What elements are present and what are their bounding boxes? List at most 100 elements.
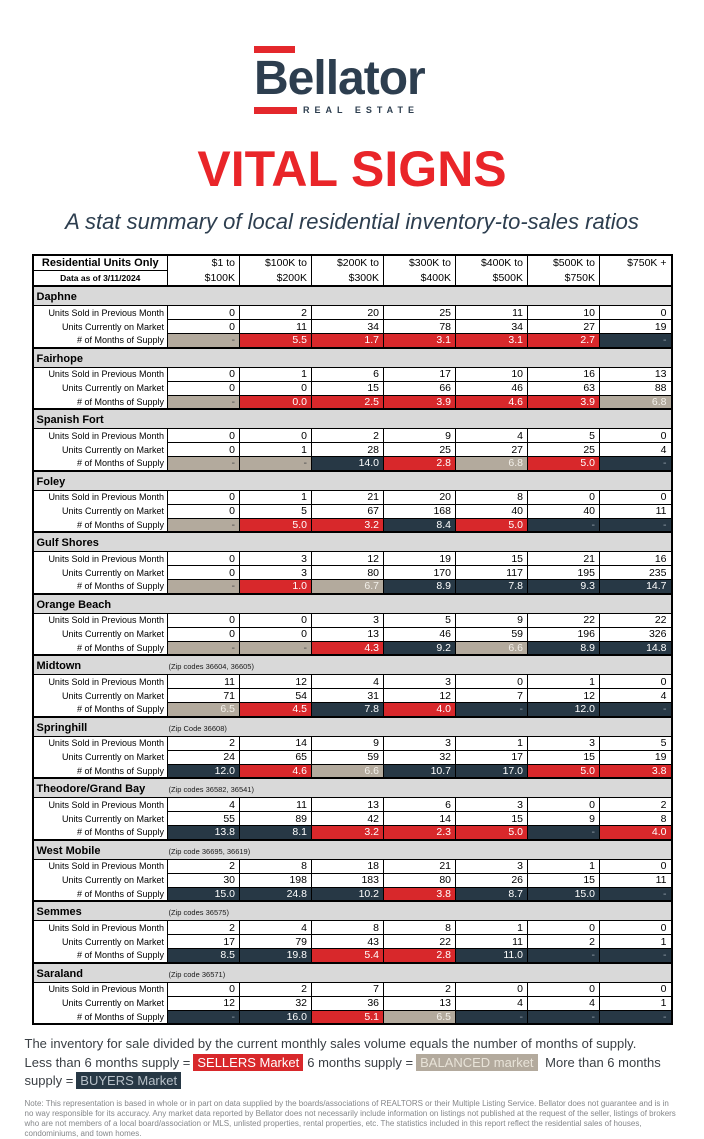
page-title: VITAL SIGNS — [197, 141, 507, 197]
supply-cell: 19.8 — [239, 948, 312, 963]
logo-red-bar-top — [254, 46, 295, 53]
months-of-supply-row: # of Months of Supply - -4.3 9.2 6.6 8.9 14.8 — [32, 640, 672, 656]
value-cell: 0 — [527, 489, 600, 505]
value-cell: 21 — [311, 489, 384, 505]
supply-cell: 14.7 — [599, 579, 672, 594]
logo-red-bar-bottom — [254, 106, 297, 114]
value-cell: 8 — [311, 920, 384, 935]
units-on-market-row: Units Currently on Market 0 0 15 66 46 63 88 — [32, 380, 672, 396]
value-cell: 25 — [383, 305, 456, 320]
section-zip-codes: (Zip codes 36582, 36541) — [168, 785, 254, 794]
supply-cell: 3.9 — [383, 394, 456, 410]
row-label: Units Currently on Market — [32, 504, 168, 518]
value-cell: 0 — [167, 626, 240, 642]
supply-cell: 2.7 — [527, 333, 600, 348]
value-cell: 13 — [383, 995, 456, 1011]
units-sold-row: Units Sold in Previous Month 0 1 6 17 10 16 13 — [32, 366, 672, 382]
value-cell: 40 — [455, 503, 528, 519]
units-on-market-row: Units Currently on Market 0 0 13 46 59 196 326 — [32, 626, 672, 642]
row-label: # of Months of Supply — [32, 702, 168, 717]
value-cell: 3 — [239, 551, 312, 566]
value-cell: 3 — [239, 565, 312, 580]
supply-cell: 7.8 — [455, 579, 528, 594]
units-on-market-row: Units Currently on Market 0 3 80 170 117 195 23… — [32, 565, 672, 580]
value-cell: 235 — [599, 565, 672, 580]
supply-cell: - — [599, 517, 672, 533]
value-cell: 3 — [527, 735, 600, 751]
units-sold-row: Units Sold in Previous Month 0 0 3 5 9 22 22 — [32, 612, 672, 628]
section-name: Fairhope — [36, 352, 83, 365]
value-cell: 10 — [527, 305, 600, 320]
section-header-row: West Mobile (Zip code 36695, 36619) — [32, 838, 672, 860]
supply-cell: 9.2 — [383, 640, 456, 656]
value-cell: 0 — [599, 920, 672, 935]
value-cell: 8 — [455, 489, 528, 505]
section-zip-codes: (Zip codes 36604, 36605) — [168, 662, 254, 671]
value-cell: 183 — [311, 872, 384, 888]
value-cell: 19 — [599, 749, 672, 765]
row-label: # of Months of Supply — [32, 764, 168, 778]
row-label: # of Months of Supply — [32, 1010, 168, 1024]
value-cell: 196 — [527, 626, 600, 642]
value-cell: 15 — [455, 811, 528, 826]
value-cell: 25 — [383, 442, 456, 457]
value-cell: 0 — [167, 366, 240, 382]
value-cell: 1 — [239, 366, 312, 382]
supply-cell: 6.8 — [599, 394, 672, 410]
buyers-market-badge: BUYERS Market — [76, 1072, 182, 1089]
section-name: Semmes — [36, 906, 82, 918]
value-cell: 27 — [455, 442, 528, 457]
section-name: Daphne — [36, 291, 77, 303]
value-cell: 6 — [311, 366, 384, 382]
value-cell: 12 — [311, 551, 384, 566]
supply-cell: - — [167, 640, 240, 656]
value-cell: 5 — [239, 503, 312, 519]
months-of-supply-row: # of Months of Supply -5.5 1.7 3.1 3.1 2.7- — [32, 333, 672, 348]
page: Bellator REAL ESTATE VITAL SIGNS A stat … — [0, 46, 704, 1138]
value-cell: 0 — [527, 981, 600, 997]
supply-cell: 2.5 — [311, 394, 384, 410]
value-cell: 11 — [455, 305, 528, 320]
value-cell: 0 — [239, 380, 312, 396]
section-zip-codes: (Zip code 36695, 36619) — [168, 846, 251, 856]
supply-cell: - — [599, 333, 672, 348]
supply-cell: 8.9 — [527, 640, 600, 656]
value-cell: 25 — [527, 442, 600, 457]
units-sold-row: Units Sold in Previous Month 0 0 2 9 4 5 0 — [32, 428, 672, 443]
value-cell: 4 — [599, 442, 672, 457]
supply-cell: 8.4 — [383, 517, 456, 533]
supply-cell: - — [527, 517, 600, 533]
units-on-market-row: Units Currently on Market 17 79 43 22 11 2 1 — [32, 934, 672, 949]
section-name: Gulf Shores — [36, 537, 99, 549]
value-cell: 34 — [455, 319, 528, 334]
value-cell: 326 — [599, 626, 672, 642]
value-cell: 66 — [383, 380, 456, 396]
row-label: Units Currently on Market — [32, 750, 168, 764]
table-corner-header: Residential Units Only Data as of 3/11/2… — [32, 254, 168, 287]
value-cell: 198 — [239, 872, 312, 888]
price-column-header: $500K to $750K — [527, 254, 600, 287]
row-label: # of Months of Supply — [32, 456, 168, 471]
supply-cell: 0.0 — [239, 394, 312, 410]
row-label: Units Sold in Previous Month — [32, 490, 168, 504]
value-cell: 20 — [383, 489, 456, 505]
section-name: Theodore/Grand Bay — [36, 783, 146, 795]
value-cell: 11 — [239, 797, 312, 812]
row-label: Units Sold in Previous Month — [32, 551, 168, 566]
value-cell: 0 — [167, 428, 240, 443]
value-cell: 4 — [455, 428, 528, 443]
row-label: Units Currently on Market — [32, 442, 168, 457]
supply-cell: 4.5 — [239, 702, 312, 717]
value-cell: 1 — [239, 442, 312, 457]
supply-cell: 5.0 — [239, 517, 312, 533]
value-cell: 12 — [167, 995, 240, 1011]
value-cell: 80 — [383, 872, 456, 888]
value-cell: 6 — [383, 797, 456, 812]
row-label: Units Currently on Market — [32, 381, 168, 395]
value-cell: 4 — [239, 920, 312, 935]
value-cell: 71 — [167, 688, 240, 703]
value-cell: 55 — [167, 811, 240, 826]
value-cell: 0 — [167, 981, 240, 997]
row-label: Units Sold in Previous Month — [32, 613, 168, 627]
units-sold-row: Units Sold in Previous Month 0 3 12 19 15 21 16 — [32, 551, 672, 566]
